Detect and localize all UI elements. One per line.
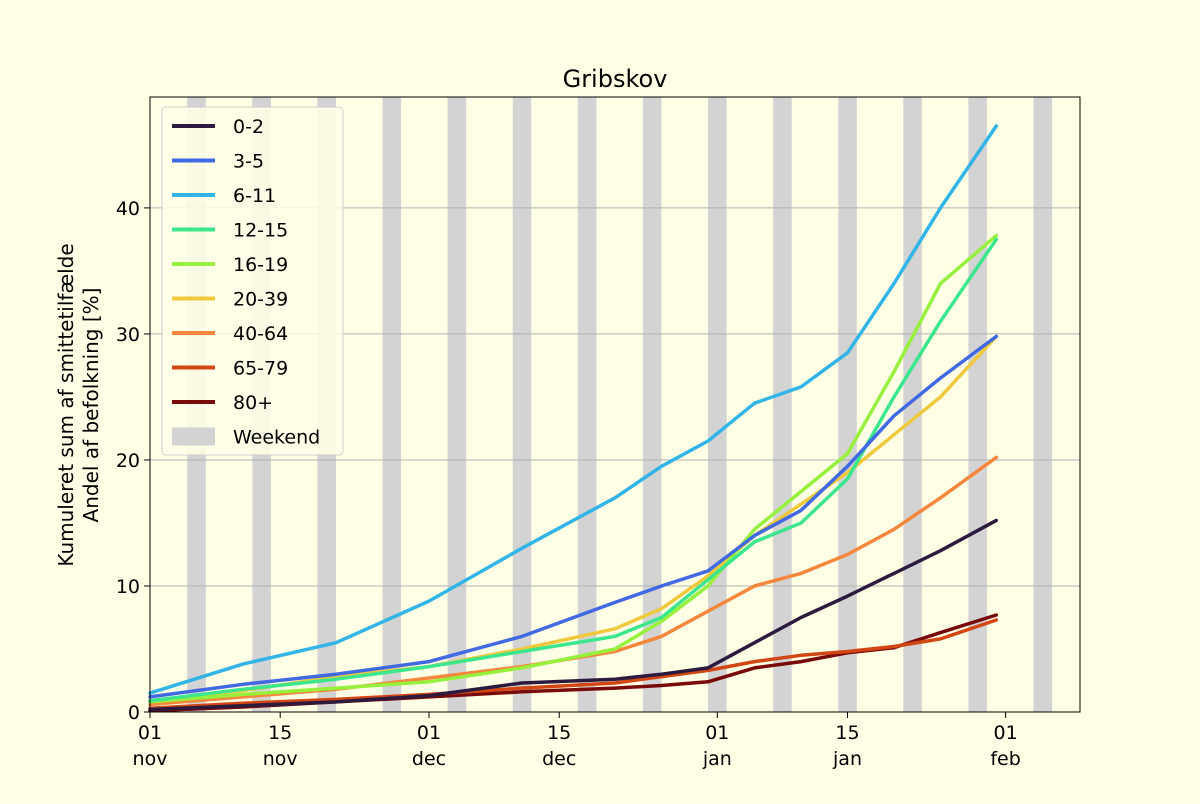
x-tick-sublabel: nov — [263, 748, 298, 770]
weekend-band — [773, 97, 792, 712]
y-axis-ticks: 0 10 20 30 40 — [116, 198, 150, 724]
weekend-band — [968, 97, 987, 712]
x-tick-label: 15 — [547, 722, 571, 744]
series-line-6-11 — [148, 124, 999, 695]
legend-label: 0-2 — [233, 116, 264, 138]
y-tick-label: 40 — [116, 198, 140, 220]
x-tick-sublabel: jan — [832, 748, 862, 770]
legend: 0-2 3-5 6-11 12-15 16-19 20-39 40-64 65-79 80+ We… — [161, 106, 344, 456]
legend-label-weekend: Weekend — [233, 427, 320, 449]
y-tick-label: 10 — [116, 576, 140, 598]
weekend-band — [642, 97, 662, 712]
x-tick-sublabel: jan — [702, 748, 732, 770]
x-tick-label: 15 — [268, 722, 292, 744]
y-tick-label: 20 — [116, 450, 140, 472]
weekend-bands — [187, 97, 1053, 712]
weekend-band — [577, 97, 597, 712]
series-line-80+ — [148, 613, 999, 713]
series-line-3-5 — [148, 334, 999, 699]
legend-label: 40-64 — [233, 323, 288, 345]
weekend-band — [382, 97, 402, 712]
weekend-band — [1033, 97, 1053, 712]
weekend-band — [903, 97, 922, 712]
x-tick-label: 01 — [705, 722, 729, 744]
series-line-40-64 — [148, 455, 999, 707]
weekend-band — [838, 97, 857, 712]
x-tick-label: 01 — [994, 722, 1018, 744]
legend-label: 80+ — [233, 392, 273, 414]
weekend-band — [447, 97, 467, 712]
x-tick-sublabel: dec — [542, 748, 576, 770]
series-line-0-2 — [148, 518, 999, 712]
weekend-band — [708, 97, 727, 712]
y-axis-label-line2: Andel af befolkning [%] — [79, 288, 103, 523]
x-tick-sublabel: feb — [990, 748, 1020, 770]
legend-label: 3-5 — [233, 151, 264, 173]
x-tick-sublabel: nov — [133, 748, 168, 770]
legend-label: 12-15 — [233, 220, 288, 242]
series-line-12-15 — [148, 237, 999, 703]
x-axis-ticks: 01 nov 15 nov 01 dec 15 dec 01 jan 15 jan 01 feb — [133, 712, 1021, 770]
series-line-65-79 — [148, 618, 999, 710]
x-tick-sublabel: dec — [412, 748, 446, 770]
x-tick-label: 01 — [138, 722, 162, 744]
series-line-16-19 — [148, 233, 999, 704]
legend-swatch-weekend — [172, 427, 215, 446]
x-tick-label: 15 — [835, 722, 859, 744]
y-axis-label-line1: Kumuleret sum af smittetilfælde — [54, 243, 78, 566]
y-tick-label: 30 — [116, 324, 140, 346]
y-axis-label: Kumuleret sum af smittetilfælde Andel af… — [54, 243, 103, 566]
weekend-band — [512, 97, 532, 712]
x-tick-label: 01 — [417, 722, 441, 744]
series-line-20-39 — [148, 334, 999, 703]
y-tick-label: 0 — [128, 702, 140, 724]
legend-label: 65-79 — [233, 358, 288, 380]
legend-label: 6-11 — [233, 185, 276, 207]
legend-label: 20-39 — [233, 289, 288, 311]
series-lines — [148, 124, 999, 713]
plot-frame — [149, 96, 1081, 713]
chart-title: Gribskov — [563, 65, 668, 93]
legend-label: 16-19 — [233, 254, 288, 276]
